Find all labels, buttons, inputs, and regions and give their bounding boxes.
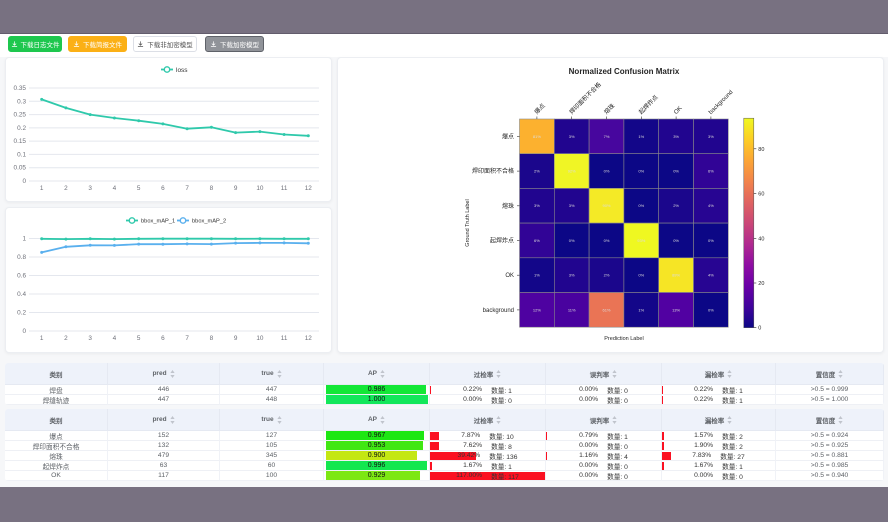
svg-text:0%: 0% xyxy=(569,238,575,243)
svg-text:Normalized Confusion Matrix: Normalized Confusion Matrix xyxy=(569,67,680,76)
svg-text:1%: 1% xyxy=(638,307,644,312)
svg-text:80: 80 xyxy=(758,147,764,153)
svg-text:3: 3 xyxy=(88,335,92,342)
svg-text:3: 3 xyxy=(88,185,92,192)
svg-text:12: 12 xyxy=(305,335,313,342)
svg-text:2%: 2% xyxy=(534,169,540,174)
svg-text:起焊炸点: 起焊炸点 xyxy=(490,237,514,245)
svg-text:7: 7 xyxy=(185,185,189,192)
svg-text:4: 4 xyxy=(113,185,117,192)
svg-text:10: 10 xyxy=(256,335,264,342)
svg-text:0%: 0% xyxy=(673,238,679,243)
svg-text:0%: 0% xyxy=(638,203,644,208)
svg-text:1: 1 xyxy=(40,335,44,342)
svg-text:5: 5 xyxy=(137,185,141,192)
svg-text:11: 11 xyxy=(281,335,288,342)
svg-text:焊印面积不合格: 焊印面积不合格 xyxy=(472,167,514,175)
svg-text:4%: 4% xyxy=(708,273,714,278)
svg-text:0%: 0% xyxy=(604,238,610,243)
svg-text:3%: 3% xyxy=(534,203,540,208)
svg-text:0.1: 0.1 xyxy=(17,151,26,158)
svg-text:1: 1 xyxy=(22,236,26,243)
svg-text:3%: 3% xyxy=(673,134,679,139)
svg-text:loss: loss xyxy=(176,67,188,74)
svg-text:0.8: 0.8 xyxy=(17,254,26,261)
svg-text:1%: 1% xyxy=(638,134,644,139)
svg-text:0: 0 xyxy=(758,326,761,332)
svg-text:bbox_mAP_1: bbox_mAP_1 xyxy=(141,219,175,225)
svg-text:0%: 0% xyxy=(708,307,714,312)
svg-text:7%: 7% xyxy=(604,134,610,139)
svg-text:92%: 92% xyxy=(568,169,576,174)
svg-text:2%: 2% xyxy=(673,203,679,208)
svg-text:0.15: 0.15 xyxy=(14,138,27,145)
svg-text:0: 0 xyxy=(22,178,26,185)
svg-text:起焊炸点: 起焊炸点 xyxy=(637,93,660,116)
svg-text:0%: 0% xyxy=(673,169,679,174)
svg-text:3%: 3% xyxy=(569,273,575,278)
svg-text:0.2: 0.2 xyxy=(17,310,26,317)
svg-text:2%: 2% xyxy=(604,273,610,278)
svg-text:3%: 3% xyxy=(569,134,575,139)
svg-text:20: 20 xyxy=(758,281,764,287)
svg-text:10: 10 xyxy=(256,185,264,192)
svg-text:Ground Truth Label: Ground Truth Label xyxy=(465,199,471,246)
svg-text:60: 60 xyxy=(758,192,764,198)
svg-text:爆点: 爆点 xyxy=(502,132,514,140)
svg-text:12: 12 xyxy=(305,185,313,192)
svg-text:5: 5 xyxy=(137,335,141,342)
svg-text:6: 6 xyxy=(161,335,165,342)
svg-text:3%: 3% xyxy=(569,203,575,208)
svg-text:0.6: 0.6 xyxy=(17,273,26,280)
svg-text:7: 7 xyxy=(185,335,189,342)
svg-text:13%: 13% xyxy=(672,307,680,312)
svg-text:6: 6 xyxy=(161,185,165,192)
svg-text:1: 1 xyxy=(40,185,44,192)
svg-text:0.05: 0.05 xyxy=(14,165,27,172)
svg-text:61%: 61% xyxy=(602,307,610,312)
svg-text:81%: 81% xyxy=(533,134,541,139)
svg-text:6%: 6% xyxy=(708,169,714,174)
svg-text:0.3: 0.3 xyxy=(17,98,26,105)
svg-text:0.35: 0.35 xyxy=(14,85,27,92)
svg-text:background: background xyxy=(708,89,734,115)
svg-text:0%: 0% xyxy=(638,273,644,278)
svg-text:OK: OK xyxy=(505,273,514,279)
svg-text:0: 0 xyxy=(22,328,26,335)
svg-text:0.2: 0.2 xyxy=(17,125,26,132)
svg-text:9: 9 xyxy=(234,335,238,342)
svg-text:1%: 1% xyxy=(534,273,540,278)
svg-text:0.4: 0.4 xyxy=(17,291,26,298)
svg-text:0%: 0% xyxy=(708,238,714,243)
svg-text:40: 40 xyxy=(758,236,764,242)
svg-text:89%: 89% xyxy=(672,273,680,278)
svg-text:11: 11 xyxy=(281,185,288,192)
svg-text:Prediction Label: Prediction Label xyxy=(604,336,643,342)
svg-text:熔珠: 熔珠 xyxy=(502,202,514,210)
svg-text:90%: 90% xyxy=(602,203,610,208)
svg-text:background: background xyxy=(483,308,514,314)
svg-text:爆点: 爆点 xyxy=(533,102,547,116)
svg-text:0.25: 0.25 xyxy=(14,112,27,119)
svg-text:9: 9 xyxy=(234,185,238,192)
svg-text:4%: 4% xyxy=(708,203,714,208)
svg-text:8: 8 xyxy=(210,185,214,192)
svg-text:OK: OK xyxy=(673,106,683,116)
svg-text:bbox_mAP_2: bbox_mAP_2 xyxy=(192,219,226,225)
svg-text:0%: 0% xyxy=(638,169,644,174)
svg-text:0%: 0% xyxy=(604,169,610,174)
svg-text:6%: 6% xyxy=(534,238,540,243)
svg-text:12%: 12% xyxy=(533,307,541,312)
svg-text:2: 2 xyxy=(64,335,68,342)
svg-text:8: 8 xyxy=(210,335,214,342)
svg-text:4: 4 xyxy=(113,335,117,342)
svg-text:2: 2 xyxy=(64,185,68,192)
svg-text:熔珠: 熔珠 xyxy=(602,102,616,116)
svg-text:3%: 3% xyxy=(708,134,714,139)
svg-text:焊印面积不合格: 焊印面积不合格 xyxy=(567,81,602,116)
svg-text:93%: 93% xyxy=(637,238,645,243)
svg-text:11%: 11% xyxy=(568,307,576,312)
